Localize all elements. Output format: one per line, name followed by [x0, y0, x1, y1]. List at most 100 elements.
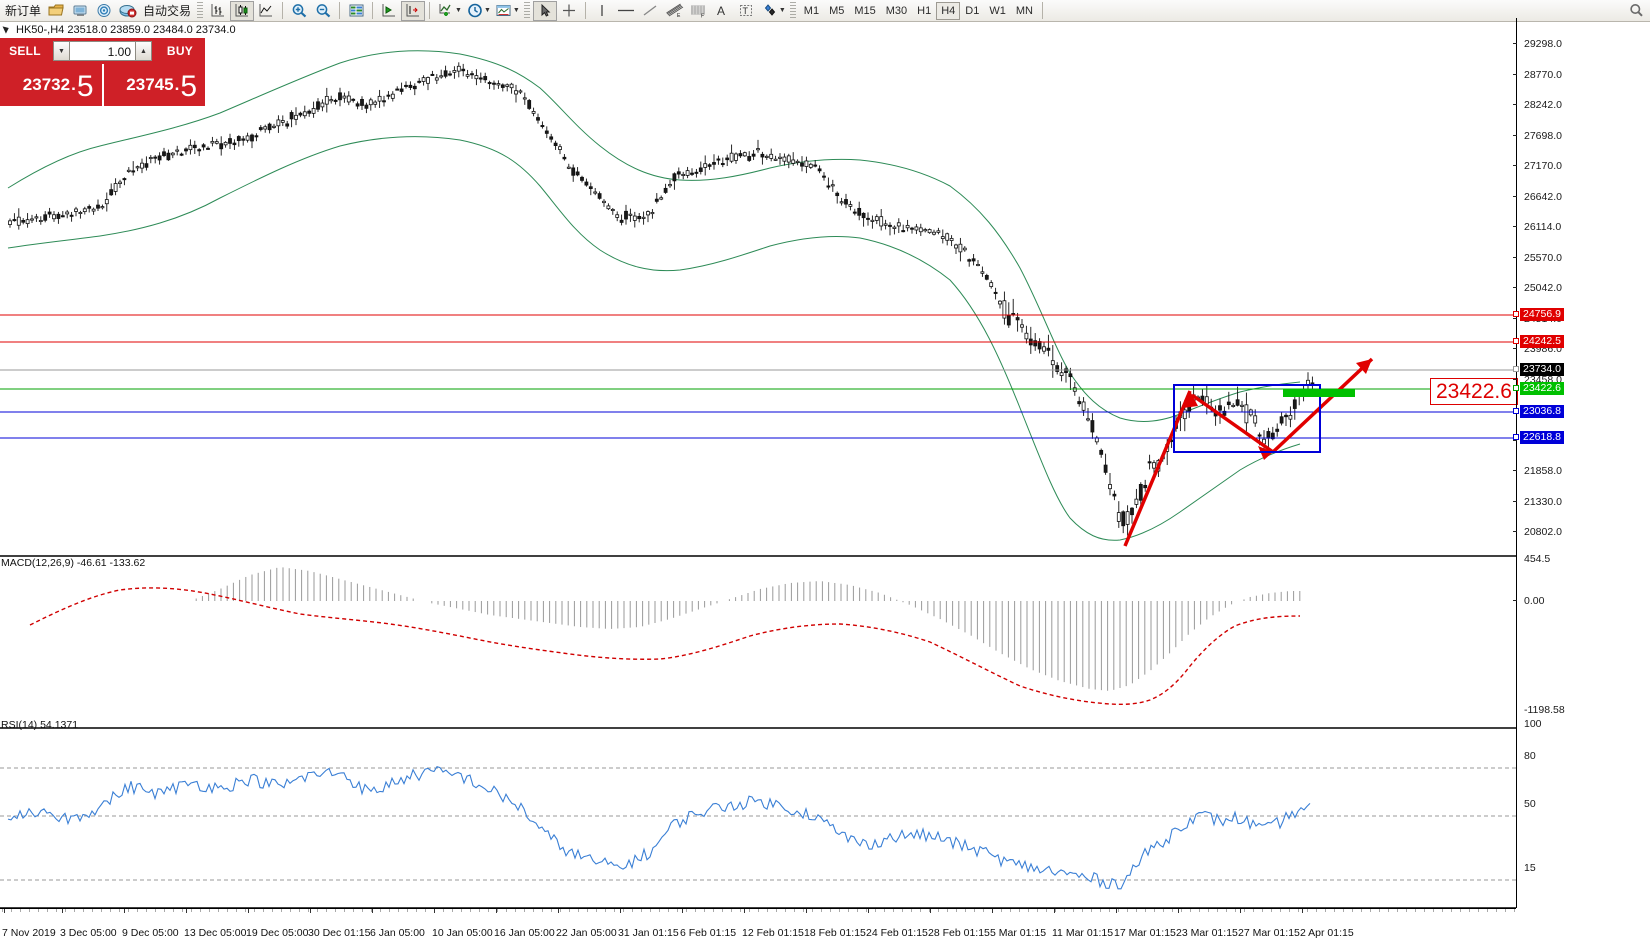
bar-chart-icon[interactable] [206, 1, 230, 21]
objects-icon-svg [765, 4, 776, 16]
toolbar-grip-2[interactable] [523, 1, 530, 20]
periods-icon[interactable] [463, 1, 487, 21]
channel-icon[interactable]: F [686, 1, 710, 21]
buy-button[interactable]: BUY [155, 38, 205, 64]
price-level-label-target-price[interactable]: 23422.6 [1520, 382, 1564, 395]
time-axis[interactable]: 7 Nov 2019 3 Dec 05:00 9 Dec 05:00 13 Dec 0… [0, 908, 1516, 945]
price-level-label-support-1[interactable]: 23036.8 [1520, 405, 1564, 418]
toolbar-grip-1[interactable] [197, 1, 204, 20]
timeframe-h1[interactable]: H1 [917, 4, 932, 17]
time-minor-tick [1253, 909, 1254, 912]
timeframe-d1[interactable]: D1 [965, 4, 980, 17]
zoom-out-icon[interactable] [311, 1, 335, 21]
candle-body [800, 162, 804, 167]
timeframe-m5[interactable]: M5 [829, 4, 845, 17]
templates-dropdown-icon[interactable]: ▼ [512, 7, 520, 14]
target-price-callout[interactable]: 23422.6 [1430, 378, 1518, 405]
volume-input[interactable]: 1.00 [70, 41, 135, 61]
candle-body [346, 95, 351, 103]
candle-body [808, 163, 813, 168]
sell-price[interactable]: 23732 . 5 [0, 64, 102, 106]
candlestick-chart-icon[interactable] [230, 0, 255, 21]
timeframe-m1[interactable]: M1 [803, 4, 820, 17]
volume-decrease-button[interactable]: ▼ [53, 41, 70, 61]
buy-price[interactable]: 23745 . 5 [101, 64, 205, 106]
volume-increase-button[interactable]: ▲ [135, 41, 152, 61]
indicators-dropdown-icon[interactable]: ▼ [455, 7, 462, 14]
price-level-handle-support-2[interactable] [1513, 434, 1519, 440]
volume-stepper[interactable]: ▼ 1.00 ▲ [50, 38, 155, 64]
signal-icon[interactable] [92, 1, 116, 21]
time-major-tick [310, 909, 311, 913]
line-chart-icon[interactable] [254, 1, 278, 21]
auto-trading-label[interactable]: 自动交易 [143, 4, 192, 18]
time-minor-tick [1325, 909, 1326, 912]
objects-icon[interactable] [758, 1, 782, 21]
price-level-handle-resistance-1[interactable] [1513, 338, 1519, 344]
vertical-line-icon[interactable] [590, 1, 614, 21]
sell-button[interactable]: SELL [0, 38, 50, 64]
zoom-in-icon[interactable] [287, 1, 311, 21]
candle-body [1266, 431, 1271, 439]
time-minor-tick [1010, 909, 1011, 912]
time-axis-label: 17 Mar 01:15 [1114, 927, 1176, 939]
candle-body [874, 216, 879, 221]
folder-icon[interactable] [44, 1, 68, 21]
candle-body [443, 70, 448, 77]
trend-arrow-drawing[interactable] [1123, 357, 1374, 547]
time-minor-tick [803, 909, 804, 912]
time-minor-tick [938, 909, 939, 912]
crosshair-icon[interactable] [557, 1, 581, 21]
timeframe-h4[interactable]: H4 [936, 1, 961, 20]
label-icon[interactable]: T [734, 1, 758, 21]
time-minor-tick [218, 909, 219, 912]
consolidation-box[interactable] [1173, 384, 1321, 453]
fibonacci-icon[interactable]: E [662, 1, 686, 21]
timeframe-m30[interactable]: M30 [885, 4, 908, 17]
price-level-handle-last-price[interactable] [1513, 366, 1519, 372]
time-minor-tick [1244, 909, 1245, 912]
price-level-label-resistance-1[interactable]: 24242.5 [1520, 335, 1564, 348]
time-minor-tick [182, 909, 183, 912]
candle-body [602, 200, 606, 204]
time-minor-tick [1037, 909, 1038, 912]
trendline-icon[interactable] [638, 1, 662, 21]
auto-scroll-icon[interactable] [377, 1, 401, 21]
price-level-handle-support-1[interactable] [1513, 408, 1519, 414]
one-click-trading-panel[interactable]: SELL ▼ 1.00 ▲ BUY 23732 . 5 23745 . 5 [0, 38, 205, 106]
data-window-icon[interactable] [344, 1, 368, 21]
candle-body [245, 135, 250, 141]
timeframe-m15[interactable]: M15 [854, 4, 876, 17]
new-order-label[interactable]: 新订单 [5, 4, 42, 18]
market-icon[interactable] [116, 1, 140, 21]
terminal-icon[interactable] [68, 1, 92, 21]
price-axis[interactable]: 29298.0 28770.0 28242.0 27698.0 27170.0 26642… [1513, 18, 1650, 908]
objects-dropdown-icon[interactable]: ▼ [778, 7, 786, 14]
indicators-icon[interactable] [434, 1, 458, 21]
timeframe-mn[interactable]: MN [1015, 4, 1033, 17]
time-major-tick [4, 909, 5, 913]
time-axis-label: 18 Feb 01:15 [804, 927, 866, 939]
timeframe-w1[interactable]: W1 [989, 4, 1006, 17]
time-axis-label: 9 Dec 05:00 [122, 927, 179, 939]
price-level-label-support-2[interactable]: 22618.8 [1520, 431, 1564, 444]
search-icon[interactable] [1629, 3, 1644, 18]
chart-shift-icon[interactable] [401, 0, 426, 21]
candle-body [896, 222, 901, 227]
price-level-label-resistance-2[interactable]: 24756.9 [1520, 308, 1564, 321]
time-minor-tick [1442, 909, 1443, 912]
candle-body [575, 171, 580, 176]
time-major-tick [1054, 909, 1055, 913]
text-icon[interactable]: A [710, 1, 734, 21]
candle-body [483, 76, 488, 81]
entry-zone-bar[interactable] [1283, 389, 1355, 397]
time-minor-tick [659, 909, 660, 912]
templates-icon[interactable] [492, 1, 516, 21]
price-level-label-last-price[interactable]: 23734.0 [1520, 363, 1564, 376]
cursor-icon[interactable] [532, 0, 557, 21]
periods-dropdown-icon[interactable]: ▼ [483, 7, 491, 14]
toolbar-grip-3[interactable] [789, 1, 796, 20]
price-level-handle-resistance-2[interactable] [1513, 311, 1519, 317]
horizontal-line-icon[interactable] [614, 1, 638, 21]
price-level-handle-target-price[interactable] [1513, 385, 1519, 391]
